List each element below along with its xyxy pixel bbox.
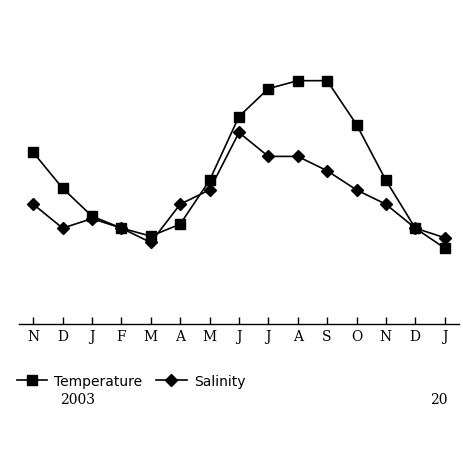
Temperature xyxy=(119,226,124,232)
Salinity xyxy=(206,188,212,193)
Salinity xyxy=(353,188,358,193)
Salinity xyxy=(119,226,124,232)
Salinity xyxy=(294,154,300,160)
Temperature xyxy=(294,79,300,84)
Temperature xyxy=(206,178,212,184)
Line: Salinity: Salinity xyxy=(29,129,448,247)
Temperature xyxy=(441,246,446,251)
Salinity xyxy=(412,226,417,232)
Temperature xyxy=(412,226,417,232)
Salinity xyxy=(89,216,94,222)
Temperature xyxy=(353,123,358,128)
Salinity xyxy=(265,154,270,160)
Temperature xyxy=(177,222,182,227)
Temperature xyxy=(265,87,270,92)
Temperature xyxy=(31,150,36,156)
Salinity xyxy=(236,131,241,136)
Legend: Temperature, Salinity: Temperature, Salinity xyxy=(17,375,244,388)
Salinity xyxy=(177,202,182,207)
Text: 2003: 2003 xyxy=(60,392,94,407)
Salinity xyxy=(148,240,153,246)
Salinity xyxy=(382,202,388,207)
Line: Temperature: Temperature xyxy=(28,77,449,253)
Salinity xyxy=(324,169,329,174)
Temperature xyxy=(89,214,94,219)
Temperature xyxy=(324,79,329,84)
Temperature xyxy=(60,186,65,192)
Salinity xyxy=(441,235,446,241)
Text: 20: 20 xyxy=(429,392,447,407)
Temperature xyxy=(148,234,153,239)
Salinity xyxy=(31,202,36,207)
Temperature xyxy=(382,178,388,184)
Salinity xyxy=(60,226,65,232)
Temperature xyxy=(236,114,241,120)
